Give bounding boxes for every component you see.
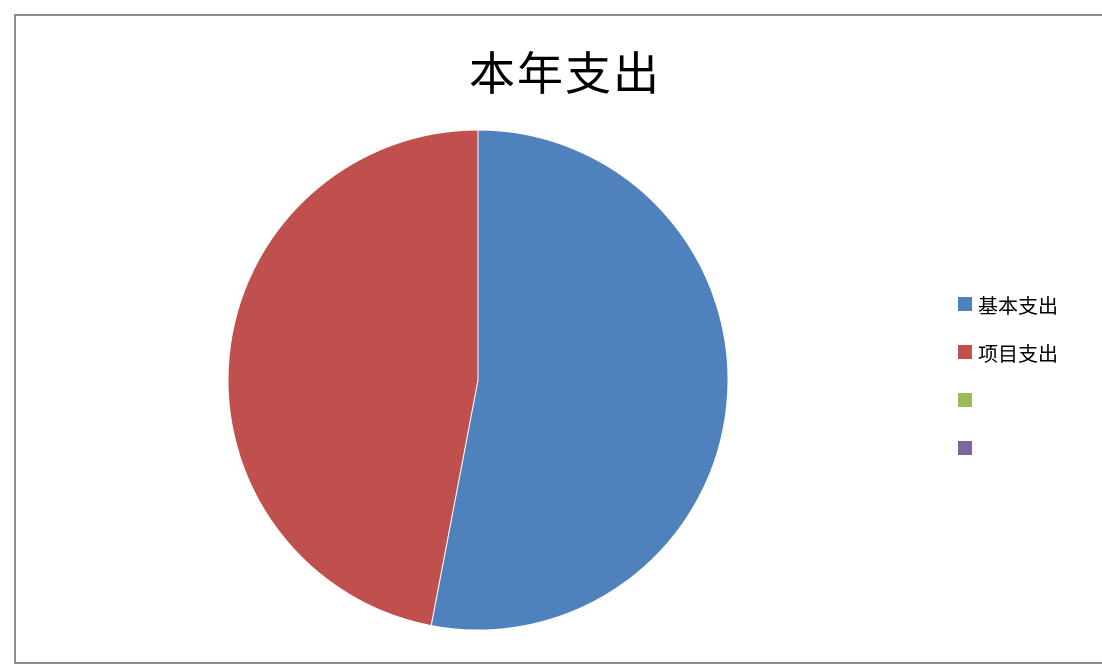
legend-swatch xyxy=(958,441,972,455)
legend-item: 项目支出 xyxy=(958,340,1058,366)
legend-label: 基本支出 xyxy=(978,293,1058,318)
legend-swatch xyxy=(958,297,972,311)
pie-slice xyxy=(227,129,479,627)
legend-item: 基本支出 xyxy=(958,292,1058,318)
legend-swatch xyxy=(958,393,972,407)
chart-title: 本年支出 xyxy=(469,47,661,101)
legend-label: 项目支出 xyxy=(978,341,1058,366)
legend-item xyxy=(958,436,1058,460)
legend: 基本支出 项目支出 xyxy=(958,292,1058,484)
pie-slice xyxy=(430,129,729,631)
pie-chart xyxy=(227,129,729,631)
legend-swatch xyxy=(958,345,972,359)
legend-item xyxy=(958,388,1058,412)
